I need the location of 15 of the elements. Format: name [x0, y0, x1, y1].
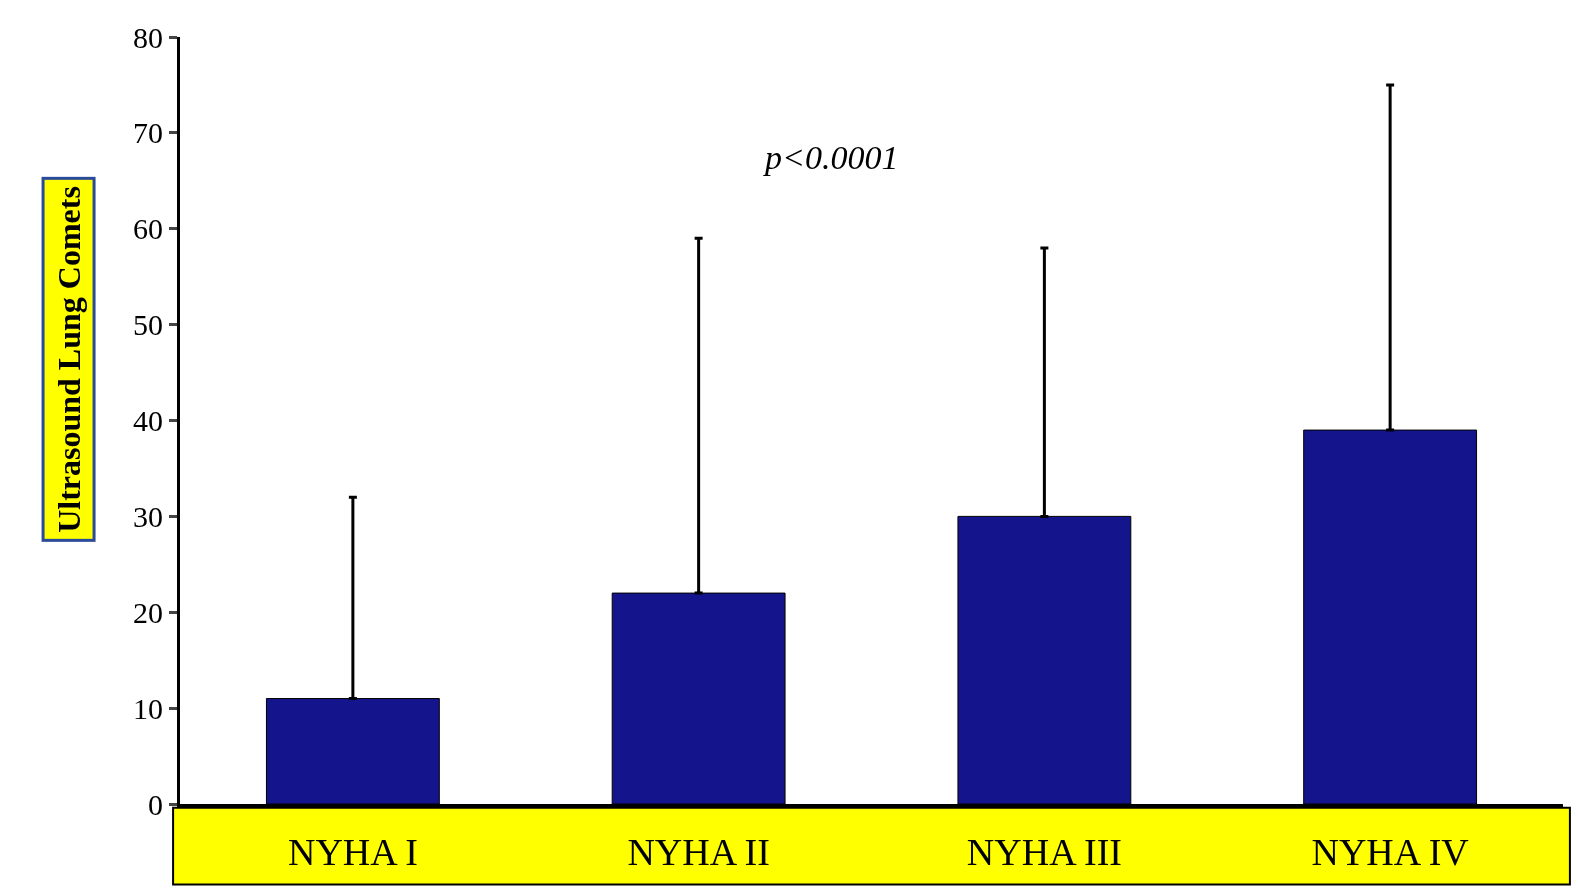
- y-tick-label: 0: [148, 787, 163, 821]
- y-axis-title: Ultrasound Lung Comets: [50, 186, 87, 533]
- y-tick-label: 50: [133, 308, 163, 342]
- x-tick-label: NYHA II: [627, 830, 770, 873]
- y-tick-label: 40: [133, 404, 163, 437]
- y-tick-label: 60: [133, 212, 163, 246]
- y-tick-label: 70: [133, 116, 163, 150]
- y-tick-label: 80: [133, 20, 163, 54]
- x-tick-label: NYHA IV: [1311, 830, 1470, 873]
- x-tick-label: NYHA I: [287, 830, 418, 873]
- y-tick-label: 20: [133, 595, 163, 629]
- x-tick-label: NYHA III: [966, 830, 1122, 873]
- y-tick-label: 30: [133, 499, 163, 533]
- y-tick-label: 10: [133, 691, 163, 725]
- annotation: p<0.0001: [763, 139, 899, 176]
